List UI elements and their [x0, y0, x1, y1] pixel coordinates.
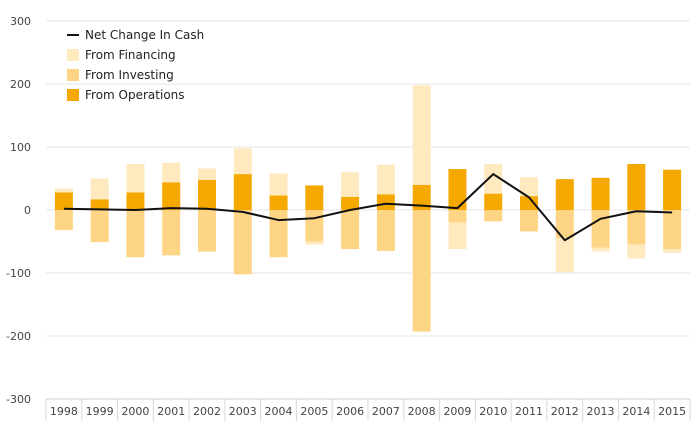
- bar-from-investing: [270, 210, 288, 257]
- y-tick-label: 100: [10, 141, 31, 154]
- bar-from-operations: [305, 185, 323, 210]
- bar-from-operations: [126, 192, 144, 210]
- x-tick-label: 2010: [479, 405, 507, 418]
- x-tick-label: 2012: [551, 405, 579, 418]
- bar-from-operations: [55, 192, 73, 210]
- y-tick-label: 200: [10, 78, 31, 91]
- legend: Net Change In Cash From Financing From Inv…: [67, 28, 204, 102]
- y-tick-label: -200: [6, 330, 31, 343]
- bar-from-operations: [377, 194, 395, 210]
- bar-from-investing: [627, 210, 645, 245]
- x-tick-label: 2003: [229, 405, 257, 418]
- x-tick-label: 1998: [50, 405, 78, 418]
- x-tick-label: 2007: [372, 405, 400, 418]
- bar-from-financing: [592, 248, 610, 252]
- x-tick-label: 2013: [587, 405, 615, 418]
- bar-from-financing: [556, 238, 574, 272]
- bar-from-investing: [91, 210, 109, 242]
- legend-label-net-change-in-cash: Net Change In Cash: [85, 28, 204, 42]
- bar-from-operations: [234, 174, 252, 210]
- bar-from-operations: [627, 164, 645, 210]
- bar-from-investing: [413, 210, 431, 332]
- net-change-line: [64, 174, 672, 240]
- bar-from-investing: [592, 210, 610, 248]
- bar-from-investing: [520, 210, 538, 231]
- y-tick-label: -300: [6, 393, 31, 406]
- bar-from-financing: [198, 168, 216, 179]
- bar-from-investing: [448, 210, 466, 223]
- bar-from-financing: [413, 85, 431, 185]
- y-tick-label: 0: [24, 204, 31, 217]
- bar-from-operations: [270, 196, 288, 210]
- bar-from-investing: [234, 210, 252, 274]
- bar-from-investing: [377, 210, 395, 251]
- bar-from-financing: [341, 172, 359, 197]
- y-tick-label: 300: [10, 15, 31, 28]
- bar-from-operations: [448, 169, 466, 210]
- y-tick-label: -100: [6, 267, 31, 280]
- bar-from-financing: [91, 179, 109, 200]
- bar-from-operations: [592, 178, 610, 210]
- legend-swatch-from-investing: [67, 69, 79, 81]
- bar-from-investing: [126, 210, 144, 257]
- legend-label-from-investing: From Investing: [85, 68, 174, 82]
- x-tick-label: 2008: [408, 405, 436, 418]
- x-tick-label: 2014: [622, 405, 650, 418]
- x-tick-label: 1999: [86, 405, 114, 418]
- bar-from-operations: [484, 194, 502, 210]
- bar-from-investing: [198, 210, 216, 252]
- bar-from-operations: [162, 182, 180, 210]
- legend-label-from-financing: From Financing: [85, 48, 176, 62]
- bar-from-investing: [484, 210, 502, 221]
- bar-from-investing: [55, 210, 73, 230]
- bar-from-operations: [556, 179, 574, 210]
- bar-from-operations: [198, 180, 216, 210]
- bar-from-financing: [627, 245, 645, 259]
- x-tick-label: 2009: [443, 405, 471, 418]
- net-change-line-layer: [64, 174, 672, 240]
- bar-from-financing: [234, 148, 252, 174]
- x-tick-label: 2011: [515, 405, 543, 418]
- bar-from-financing: [377, 165, 395, 195]
- x-tick-label: 2004: [265, 405, 293, 418]
- bar-from-investing: [305, 210, 323, 242]
- bar-from-financing: [305, 242, 323, 245]
- bar-from-financing: [270, 173, 288, 195]
- x-tick-label: 2015: [658, 405, 686, 418]
- x-tick-label: 2005: [300, 405, 328, 418]
- bar-from-financing: [448, 223, 466, 249]
- bar-from-investing: [341, 210, 359, 249]
- bar-from-operations: [663, 170, 681, 210]
- x-tick-label: 2001: [157, 405, 185, 418]
- bar-from-financing: [55, 189, 73, 193]
- bar-from-investing: [663, 210, 681, 249]
- bar-from-investing: [162, 210, 180, 255]
- x-tick-label: 2002: [193, 405, 221, 418]
- x-tick-label: 2000: [121, 405, 149, 418]
- bar-from-financing: [663, 249, 681, 253]
- legend-swatch-from-operations: [67, 89, 79, 101]
- legend-swatch-from-financing: [67, 49, 79, 61]
- legend-label-from-operations: From Operations: [85, 88, 185, 102]
- bar-from-financing: [162, 163, 180, 183]
- x-tick-label: 2006: [336, 405, 364, 418]
- bar-from-financing: [126, 164, 144, 192]
